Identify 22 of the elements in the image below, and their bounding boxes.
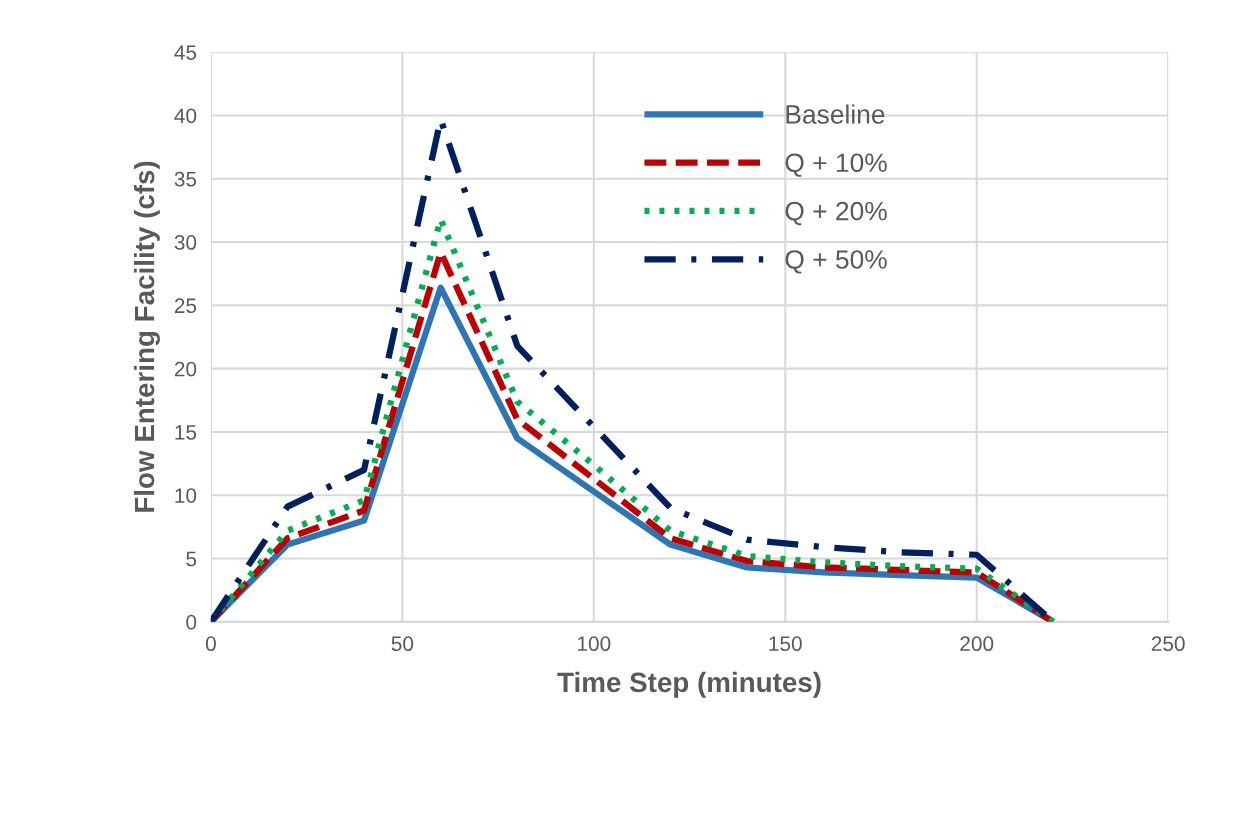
- y-tick-label: 25: [174, 298, 197, 314]
- y-tick-label: 10: [175, 488, 197, 503]
- legend-label: Q + 10%: [785, 153, 887, 177]
- x-tick-label: 50: [391, 636, 414, 652]
- y-tick-label: 0: [186, 614, 197, 630]
- legend-label: Q + 50%: [785, 250, 887, 274]
- y-axis-title: Flow Entering Facility (cfs): [133, 161, 160, 512]
- y-tick-label: 5: [186, 551, 197, 567]
- legend-label: Q + 20%: [785, 201, 887, 226]
- y-tick-label: 30: [174, 235, 197, 250]
- y-tick-label: 45: [174, 45, 197, 60]
- y-tick-label: 40: [174, 108, 197, 124]
- y-tick-label: 35: [174, 171, 197, 187]
- x-tick-label: 150: [769, 636, 802, 652]
- x-tick-label: 0: [205, 636, 216, 652]
- x-tick-label: 250: [1151, 636, 1185, 652]
- y-tick-label: 20: [174, 361, 197, 377]
- y-tick-label: 15: [175, 425, 197, 440]
- x-tick-label: 200: [960, 636, 994, 652]
- x-axis-title: Time Step (minutes): [557, 671, 821, 698]
- legend-label: Baseline: [786, 104, 885, 124]
- x-tick-label: 100: [578, 636, 611, 652]
